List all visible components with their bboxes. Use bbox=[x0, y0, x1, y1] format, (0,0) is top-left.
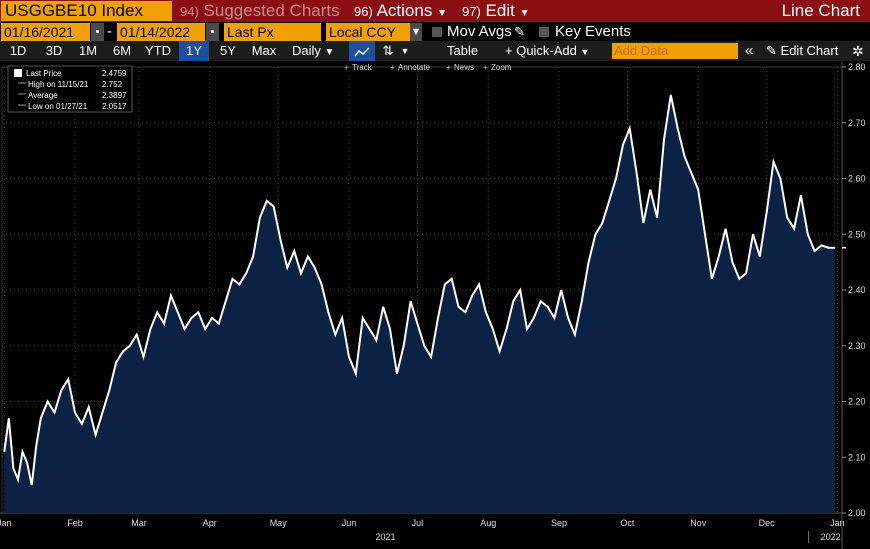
chart-tool-track[interactable]: Track bbox=[352, 63, 373, 72]
mov-avgs-checkbox[interactable] bbox=[432, 27, 442, 37]
period-label: Daily bbox=[292, 43, 321, 58]
suggested-label: Suggested Charts bbox=[203, 1, 340, 20]
range-button-1d[interactable]: 1D bbox=[9, 43, 27, 58]
chart-tool-plus-icon: + bbox=[483, 63, 488, 72]
actions-menu[interactable]: 96) Actions ▼ bbox=[354, 0, 447, 22]
chart-tool-plus-icon: + bbox=[446, 63, 451, 72]
x-tick-label: Jan bbox=[0, 518, 12, 528]
period-caret-icon: ▼ bbox=[324, 47, 335, 58]
period-select[interactable]: Daily ▼ bbox=[292, 41, 334, 61]
actions-caret-icon: ▼ bbox=[437, 8, 447, 19]
y-tick-label: 2.30 bbox=[848, 341, 866, 351]
end-calendar-icon[interactable]: ▪ bbox=[206, 23, 219, 41]
collapse-icon[interactable]: « bbox=[745, 42, 754, 59]
x-tick-label: Sep bbox=[551, 518, 567, 528]
edit-chart-button[interactable]: ✎ Edit Chart bbox=[766, 41, 838, 61]
key-events-checkbox[interactable] bbox=[539, 27, 549, 37]
year-label: 2021 bbox=[375, 532, 395, 542]
wrench-icon: ✎ bbox=[766, 43, 777, 58]
legend-label: Average bbox=[28, 91, 58, 100]
legend-value: 2.3897 bbox=[102, 91, 127, 100]
legend-box bbox=[7, 65, 133, 113]
chart-tool-plus-icon: + bbox=[390, 63, 395, 72]
y-tick-label: 2.50 bbox=[848, 229, 866, 239]
pencil-icon[interactable]: ✎ bbox=[514, 24, 525, 39]
line-style-icon[interactable] bbox=[349, 41, 375, 61]
price-area bbox=[4, 94, 836, 514]
range-button-6m[interactable]: 6M bbox=[112, 43, 132, 58]
x-tick-label: May bbox=[270, 518, 288, 528]
actions-number: 96) bbox=[354, 4, 373, 19]
suggested-number: 94) bbox=[180, 4, 199, 19]
edit-caret-icon: ▼ bbox=[519, 8, 530, 19]
table-button[interactable]: Table bbox=[447, 43, 479, 58]
x-tick-label: Dec bbox=[759, 518, 776, 528]
legend-label: Low on 01/27/21 bbox=[28, 102, 88, 111]
range-button-1m[interactable]: 1M bbox=[78, 43, 98, 58]
legend-value: 2.0517 bbox=[102, 102, 127, 111]
actions-label: Actions bbox=[376, 1, 433, 20]
y-tick-label: 2.40 bbox=[848, 285, 866, 295]
legend-swatch-last-price bbox=[14, 69, 22, 77]
range-button-ytd[interactable]: YTD bbox=[145, 43, 171, 58]
x-tick-label: Oct bbox=[620, 518, 635, 528]
y-tick-label: 2.10 bbox=[848, 452, 866, 462]
quick-add-button[interactable]: + Quick-Add ▼ bbox=[505, 41, 589, 61]
legend-mask bbox=[60, 90, 100, 100]
x-tick-label: Jun bbox=[342, 518, 357, 528]
chart-tool-plus-icon: + bbox=[344, 63, 349, 72]
year-label: 2022 bbox=[821, 532, 841, 542]
range-button-max[interactable]: Max bbox=[251, 43, 277, 58]
line-chart[interactable]: 2.00 2.10 2.20 2.30 2.40 2.50 2.60 2.70 2.80 Jan F… bbox=[0, 61, 870, 549]
legend-label: High on 11/15/21 bbox=[28, 80, 89, 89]
x-tick-label: Feb bbox=[67, 518, 83, 528]
y-tick-label: 2.80 bbox=[848, 62, 866, 72]
legend-value: 2.4759 bbox=[102, 69, 127, 78]
range-button-3d[interactable]: 3D bbox=[45, 43, 63, 58]
range-button-5y[interactable]: 5Y bbox=[220, 43, 236, 58]
add-data-input[interactable]: Add Data bbox=[612, 43, 738, 59]
currency-dropdown-icon[interactable]: ▼ bbox=[410, 23, 422, 41]
range-button-1y[interactable]: 1Y bbox=[179, 41, 209, 61]
edit-number: 97) bbox=[462, 4, 481, 19]
x-tick-label: Jul bbox=[412, 518, 424, 528]
currency-select[interactable]: Local CCY bbox=[326, 23, 410, 41]
chart-tool-zoom[interactable]: Zoom bbox=[491, 63, 512, 72]
quick-add-label: + Quick-Add bbox=[505, 43, 577, 58]
y-tick-label: 2.60 bbox=[848, 174, 866, 184]
ticker-field[interactable]: USGGBE10 Index bbox=[1, 1, 172, 21]
x-tick-label: Aug bbox=[480, 518, 496, 528]
edit-label: Edit bbox=[485, 1, 515, 20]
start-date-field[interactable]: 01/16/2021 bbox=[1, 23, 90, 41]
key-events-label[interactable]: Key Events bbox=[555, 23, 631, 40]
legend-value: 2.752 bbox=[102, 80, 123, 89]
x-tick-label: Jan bbox=[830, 518, 845, 528]
edit-chart-label: Edit Chart bbox=[780, 43, 839, 58]
style-caret-icon[interactable]: ▼ bbox=[400, 46, 410, 56]
mov-avgs-label[interactable]: Mov Avgs bbox=[447, 23, 512, 40]
line-chart-title: Line Chart bbox=[781, 1, 860, 20]
price-field-select[interactable]: Last Px bbox=[224, 23, 321, 41]
quick-add-caret-icon: ▼ bbox=[580, 47, 590, 57]
title-bar bbox=[0, 0, 870, 22]
chart-tool-annotate[interactable]: Annotate bbox=[398, 63, 431, 72]
date-separator: - bbox=[107, 23, 112, 40]
x-tick-label: Apr bbox=[203, 518, 217, 528]
start-calendar-icon[interactable]: ▪ bbox=[91, 23, 104, 41]
end-date-field[interactable]: 01/14/2022 bbox=[117, 23, 205, 41]
bar-style-icon[interactable]: ⇅ bbox=[382, 43, 394, 58]
gear-icon[interactable]: ✲ bbox=[852, 43, 864, 59]
edit-menu[interactable]: 97) Edit ▼ bbox=[462, 0, 529, 22]
x-tick-label: Mar bbox=[131, 518, 147, 528]
chart-tool-news[interactable]: News bbox=[454, 63, 474, 72]
x-tick-label: Nov bbox=[690, 518, 707, 528]
price-line[interactable] bbox=[3, 94, 836, 486]
y-tick-label: 2.70 bbox=[848, 118, 866, 128]
y-tick-label: 2.00 bbox=[848, 508, 866, 518]
suggested-charts-menu[interactable]: 94) Suggested Charts bbox=[180, 0, 340, 22]
y-tick-label: 2.20 bbox=[848, 397, 866, 407]
legend-label: Last Price bbox=[26, 69, 62, 78]
